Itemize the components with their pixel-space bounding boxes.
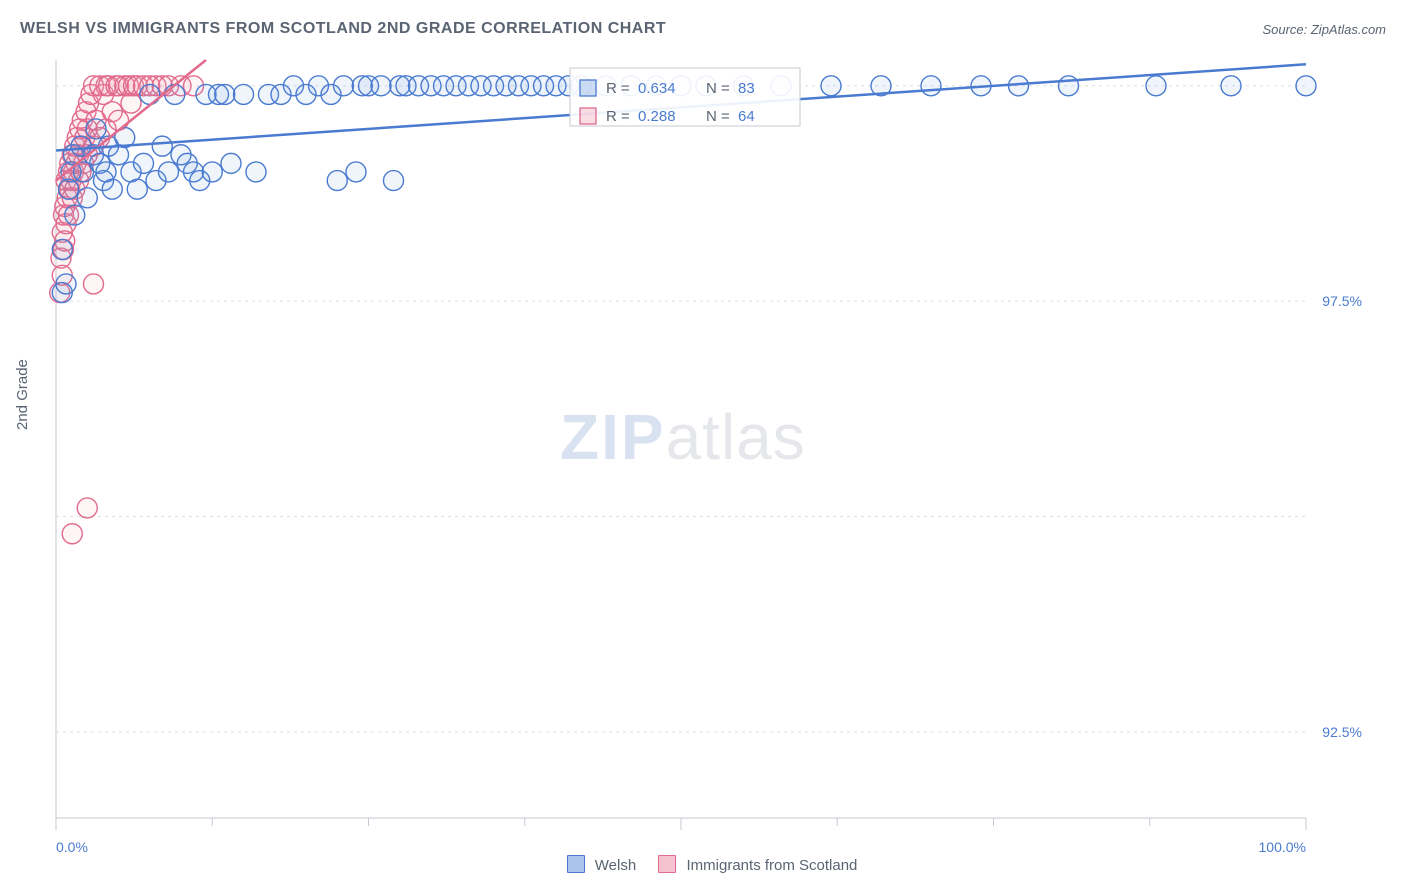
scatter-point (52, 240, 72, 260)
scatter-point (327, 171, 347, 191)
y-axis-label: 2nd Grade (14, 359, 31, 430)
scatter-point (346, 162, 366, 182)
scatter-point (127, 179, 147, 199)
info-swatch (580, 108, 596, 124)
scatter-point (334, 76, 354, 96)
scatter-point (1146, 76, 1166, 96)
info-box (570, 68, 800, 126)
scatter-point (56, 274, 76, 294)
bottom-legend: Welsh Immigrants from Scotland (0, 855, 1406, 874)
info-r-value: 0.634 (638, 80, 676, 97)
scatter-point (1221, 76, 1241, 96)
chart-container: WELSH VS IMMIGRANTS FROM SCOTLAND 2ND GR… (0, 0, 1406, 892)
scatter-point (140, 84, 160, 104)
legend-swatch-scotland (658, 855, 676, 873)
scatter-point (234, 84, 254, 104)
scatter-point (159, 162, 179, 182)
scatter-point (102, 179, 122, 199)
y-tick-label: 97.5% (1322, 293, 1362, 309)
scatter-point (165, 84, 185, 104)
scatter-point (62, 524, 82, 544)
scatter-point (65, 205, 85, 225)
scatter-point (371, 76, 391, 96)
x-tick-label: 100.0% (1259, 839, 1306, 855)
scatter-point (134, 153, 154, 173)
scatter-point (77, 498, 97, 518)
info-n-label: N = (706, 80, 730, 97)
scatter-point (1059, 76, 1079, 96)
scatter-point (1296, 76, 1316, 96)
scatter-point (152, 136, 172, 156)
info-r-value: 0.288 (638, 108, 676, 125)
scatter-point (384, 171, 404, 191)
scatter-point (202, 162, 222, 182)
scatter-point (84, 274, 104, 294)
scatter-point (921, 76, 941, 96)
scatter-point (221, 153, 241, 173)
legend-label-welsh: Welsh (595, 857, 636, 874)
info-r-label: R = (606, 80, 630, 97)
info-swatch (580, 80, 596, 96)
x-tick-label: 0.0% (56, 839, 88, 855)
info-r-label: R = (606, 108, 630, 125)
scatter-point (821, 76, 841, 96)
scatter-point (86, 119, 106, 139)
scatter-point (215, 84, 235, 104)
info-n-value: 83 (738, 80, 755, 97)
scatter-point (77, 188, 97, 208)
legend-swatch-welsh (567, 855, 585, 873)
scatter-point (246, 162, 266, 182)
scatter-plot: 92.5% 97.5% 0.0% 100.0% R = 0.634 N = 83 R = 0… (0, 0, 1406, 892)
info-n-value: 64 (738, 108, 755, 125)
y-tick-label: 92.5% (1322, 724, 1362, 740)
legend-label-scotland: Immigrants from Scotland (687, 857, 858, 874)
info-n-label: N = (706, 108, 730, 125)
